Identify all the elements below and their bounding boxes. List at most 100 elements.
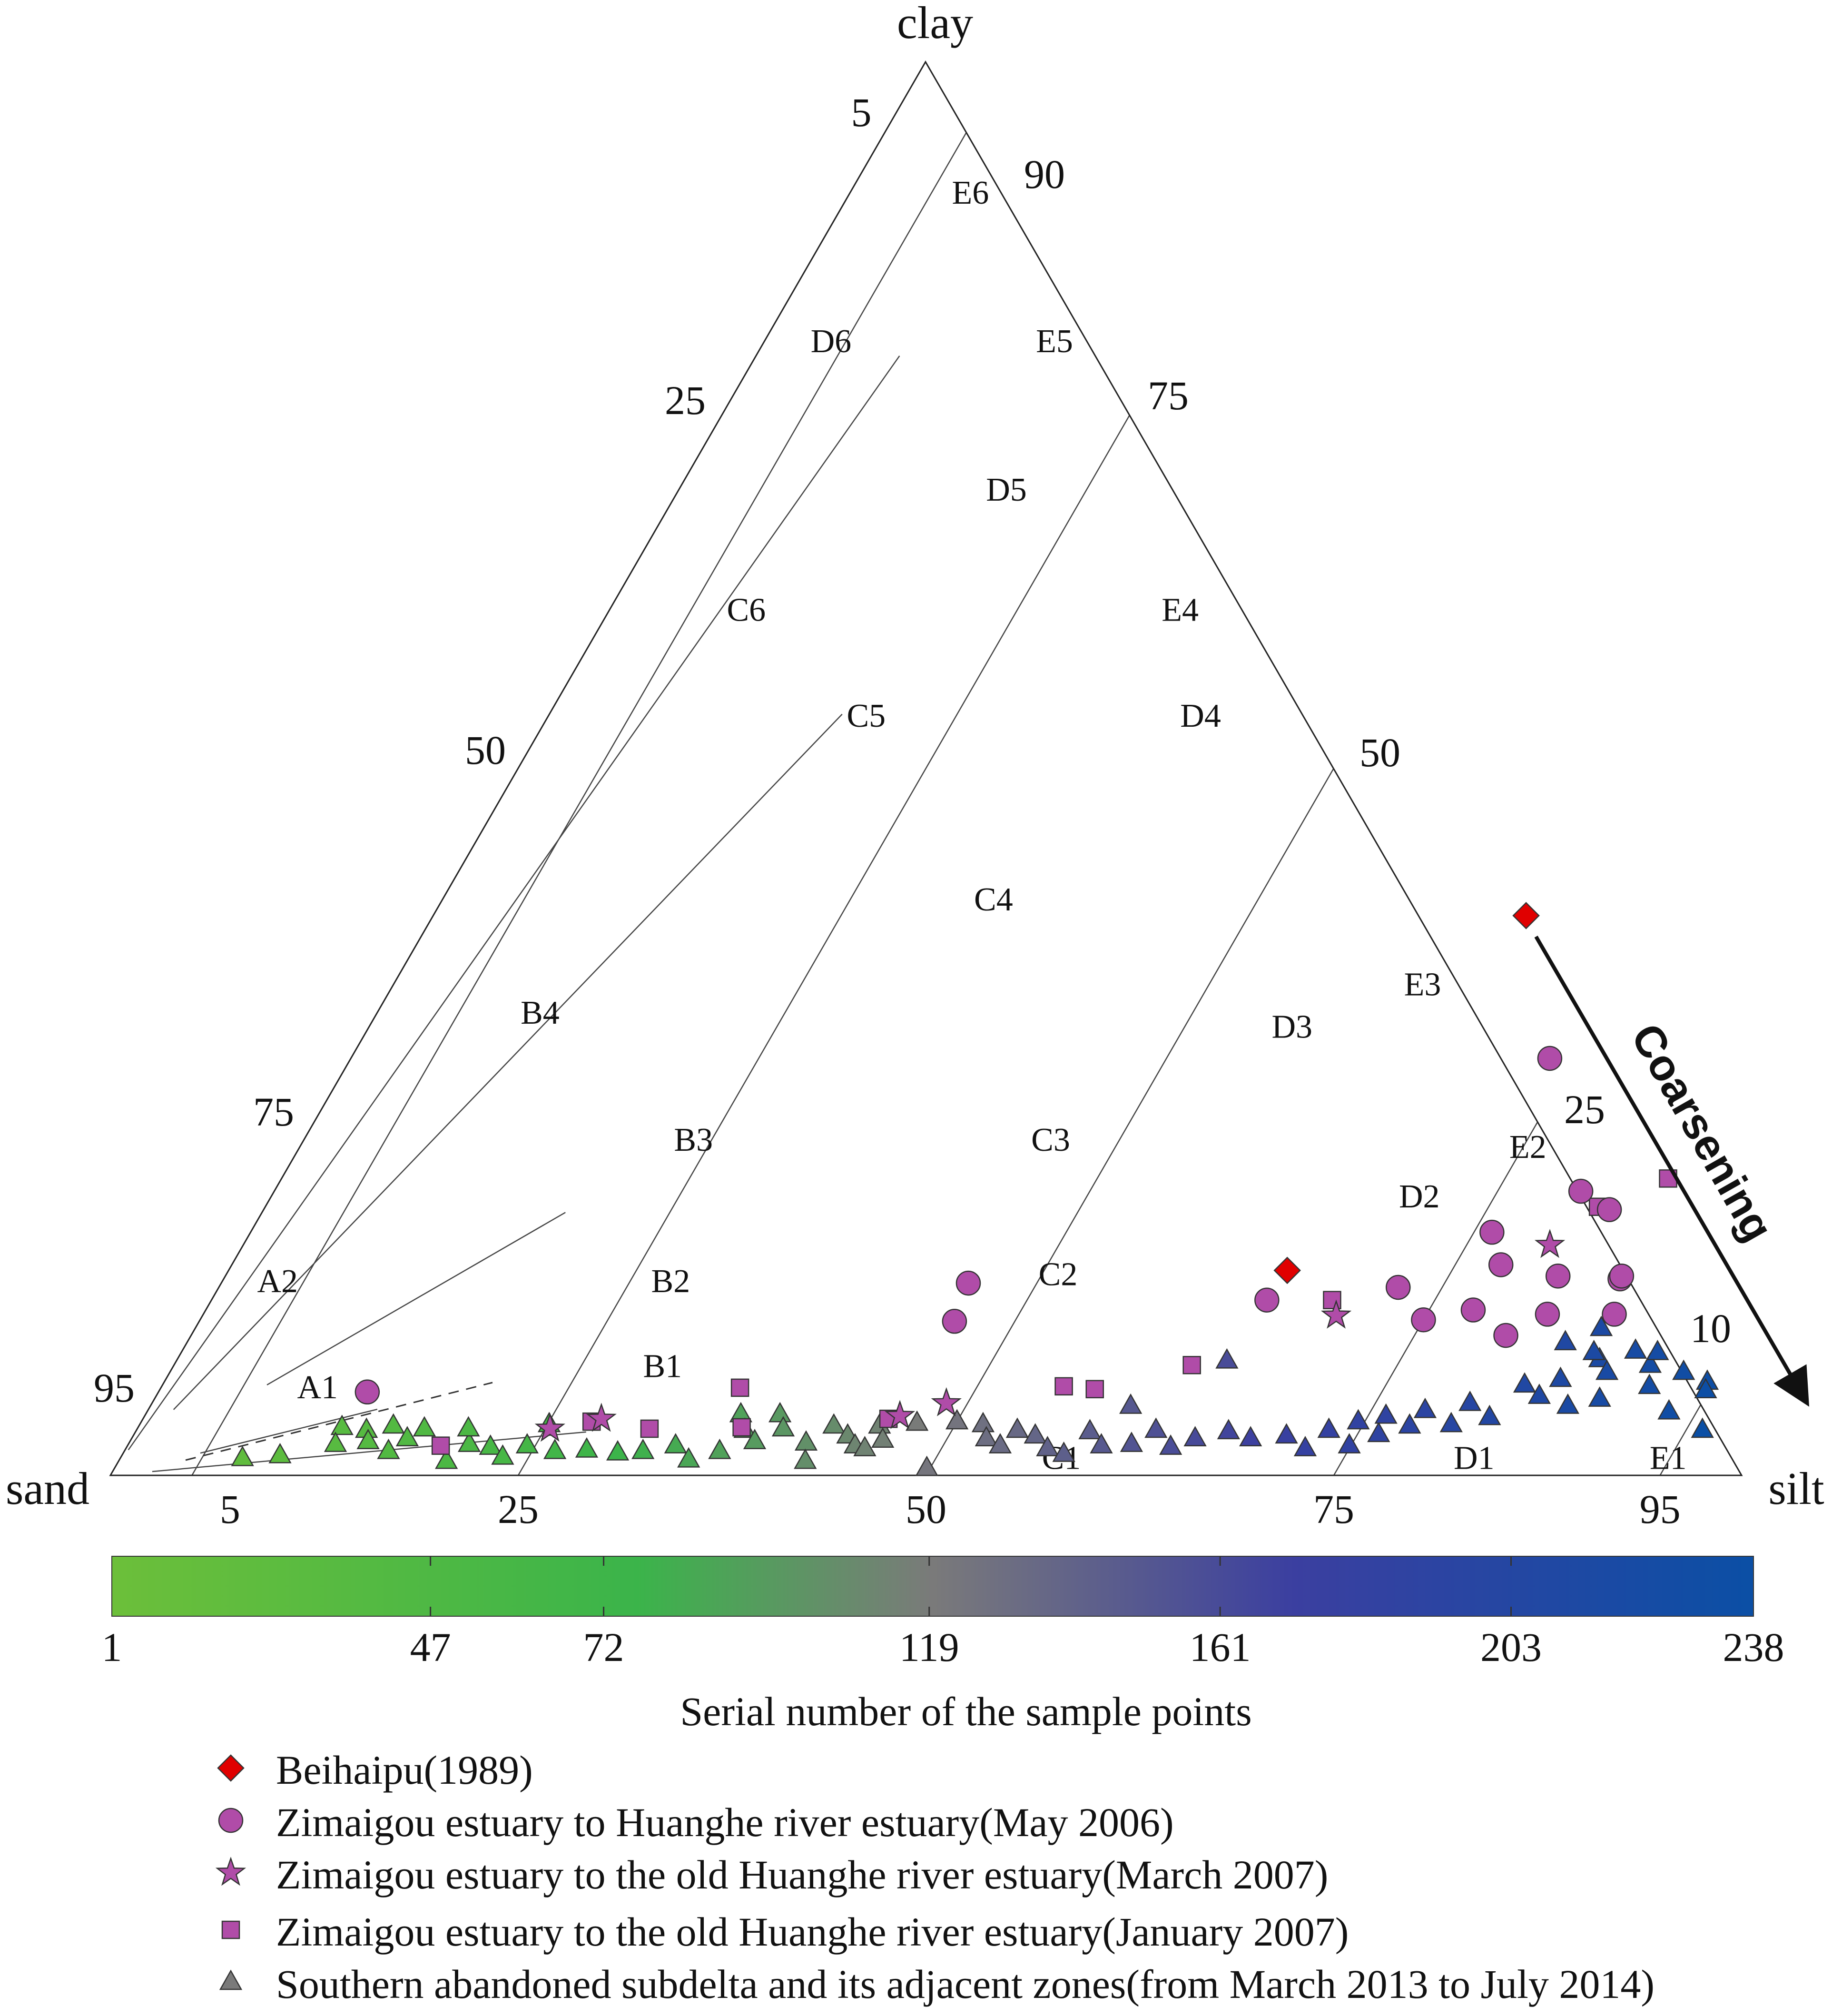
triangle-point [794,1430,818,1451]
triangle-point [1527,1384,1551,1404]
colorbar-label: Serial number of the sample points [680,1689,1251,1734]
triangle-point [1317,1417,1340,1438]
circle-point [1609,1263,1635,1289]
zone-grid [128,132,1702,1476]
triangle-point [1458,1390,1482,1411]
star-point [586,1403,617,1432]
base-axis-tick-label: 50 [906,1486,946,1532]
triangle-point [395,1426,419,1447]
triangle-point [1374,1403,1398,1424]
triangle-point [945,1409,969,1430]
base-axis-tick-label: 75 [1313,1486,1354,1532]
zone-label: C4 [974,881,1013,918]
zone-label: C6 [727,592,766,628]
triangle-point [1078,1419,1102,1440]
triangle-point [382,1413,405,1434]
circle-point [1254,1287,1280,1313]
coarsening-arrow [1534,935,1810,1407]
triangle-point [1090,1433,1113,1453]
triangle-point [606,1440,630,1461]
star-point [534,1413,565,1442]
zone-label: E4 [1162,592,1199,628]
triangle-point [1589,1315,1613,1336]
zone-label: C5 [847,698,886,734]
silt-axis-tick-label: 75 [1148,373,1189,418]
zone-label: D6 [811,323,852,360]
triangle-point [1159,1434,1182,1455]
triangle-point [1036,1436,1059,1456]
colorbar-tick-label: 161 [1190,1624,1251,1670]
triangle-point [1691,1417,1714,1438]
triangle-point [988,1433,1012,1453]
legend-entry-label: Southern abandoned subdelta and its adja… [276,1961,1655,2007]
triangle-point [1513,1372,1537,1393]
triangle-point [871,1427,895,1448]
triangle-point [1347,1409,1370,1430]
triangle-point [413,1416,436,1437]
triangle-point [631,1438,655,1459]
circle-point [1460,1297,1486,1323]
triangle-point [268,1443,292,1463]
zone-labels: E6 D6 E5 D5 C6 E4 C5 D4 C4 E3 B4 D3 B3 C3 E2 D2 A2 B2 C2 A1… [257,175,1686,1476]
triangle-point [1398,1413,1421,1434]
grid-line-sand-75 [517,415,1130,1476]
grid-line-ratio-10 [128,356,900,1451]
colorbar: 1 47 72 119 161 203 238 Serial number of the s… [102,1556,1784,1734]
zone-label: D2 [1399,1178,1440,1215]
colorbar-tick-label: 72 [583,1624,624,1670]
triangle-point [1646,1340,1669,1360]
triangle-point [479,1434,502,1455]
zone-label: C3 [1031,1122,1070,1158]
axis-tick-labels: 5 25 50 75 95 90 75 50 25 10 5 25 50 75 95 [94,89,1731,1532]
triangle-point [356,1429,380,1449]
square-point [1182,1356,1201,1374]
triangle-point [1120,1432,1143,1452]
triangle-point [1144,1417,1168,1438]
colorbar-tick-label: 1 [102,1624,122,1670]
legend-marker-triangle [219,1969,243,1990]
grid-line-ratio-75 [200,1408,378,1454]
triangle-point [231,1445,254,1466]
triangle-point [1024,1423,1047,1444]
grid-line-ratio-90 [152,1431,586,1472]
circle-point [1493,1323,1518,1348]
triangle-point [1005,1417,1029,1438]
legend: Beihaipu(1989) Zimaigou estuary to Huangh… [215,1747,1655,2007]
zone-label: B4 [521,995,560,1031]
vertex-label-silt: silt [1768,1463,1824,1514]
triangle-point [1293,1436,1317,1456]
zone-label: A2 [257,1263,298,1300]
legend-marker-diamond [217,1754,245,1782]
zone-label: D1 [1454,1440,1495,1476]
zone-label: E2 [1509,1129,1546,1166]
circle-point [1488,1252,1514,1277]
triangle-point [1275,1423,1298,1444]
silt-axis-tick-label: 10 [1690,1305,1731,1351]
circle-point [1411,1307,1436,1333]
silt-axis-tick-label: 90 [1024,151,1065,197]
circle-point [1602,1302,1627,1327]
square-point [730,1378,749,1397]
triangle-point [1554,1330,1577,1351]
coarsening-annotation: Coarsening [1534,935,1810,1407]
triangle-point [677,1447,700,1468]
star-point [931,1387,962,1416]
grid-line-sand-5 [1659,1404,1702,1476]
data-points [231,902,1719,1476]
triangle-point [543,1438,567,1459]
grid-line-sand-95 [191,132,967,1476]
circle-point [1568,1178,1594,1204]
triangle-point [1439,1412,1463,1433]
clay-axis-tick-label: 50 [465,727,506,773]
diamond-point [1273,1256,1301,1285]
triangle-point [664,1433,687,1453]
triangle-point [324,1432,347,1452]
colorbar-tick-label: 238 [1723,1624,1784,1670]
circle-point [1535,1302,1560,1327]
square-point [1054,1377,1073,1396]
triangle-point [1694,1378,1717,1399]
diamond-point [1512,902,1540,929]
triangle-point [1638,1374,1661,1394]
zone-label: B3 [674,1122,713,1158]
zone-label: E5 [1036,323,1073,360]
